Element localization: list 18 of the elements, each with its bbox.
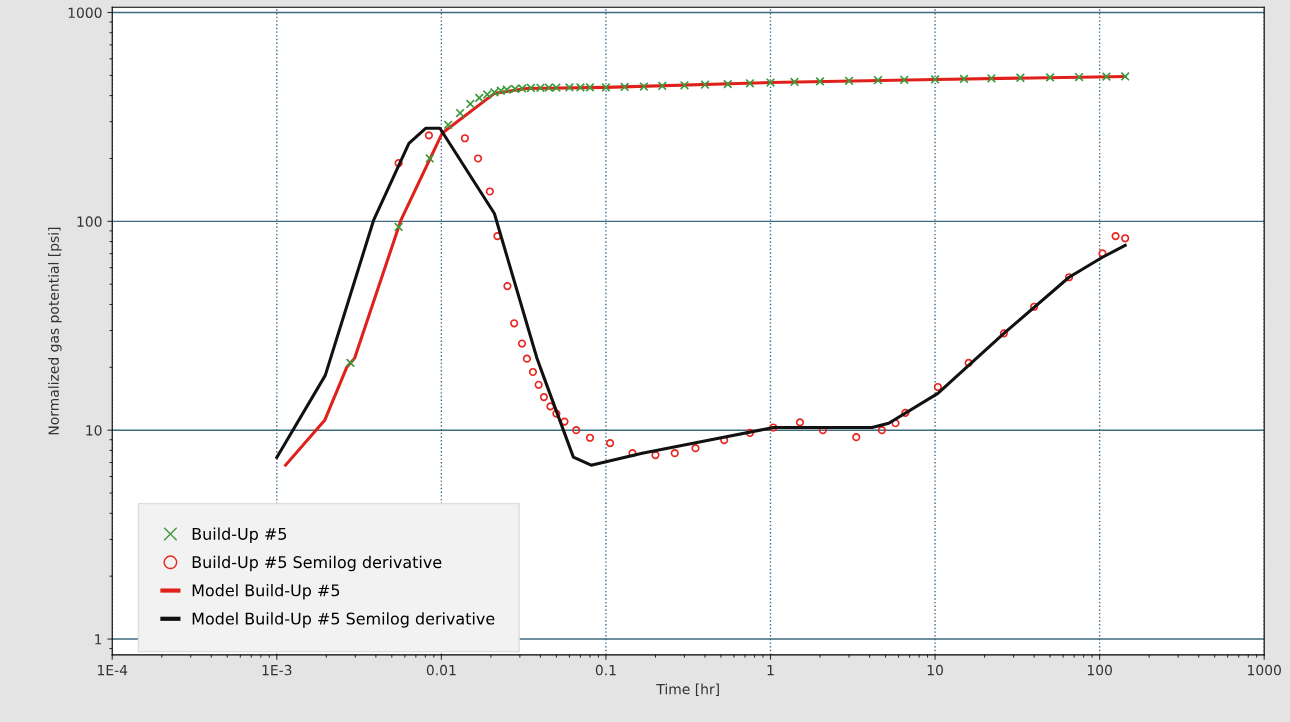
x-tick-label: 100: [1087, 664, 1112, 676]
legend-label: Model Build-Up #5 Semilog derivative: [192, 612, 495, 628]
y-tick-label: 100: [77, 216, 102, 227]
x-tick-label: 1: [767, 665, 774, 676]
x-tick-label: 0.1: [595, 664, 616, 676]
y-tick-label: 10: [86, 425, 102, 436]
y-axis-title: Normalized gas potential [psi]: [48, 227, 62, 435]
y-tick-label: 1: [95, 634, 102, 645]
legend-label: Build-Up #5: [192, 527, 287, 543]
x-tick-label: 1E-3: [262, 664, 292, 676]
legend-label: Build-Up #5 Semilog derivative: [192, 555, 442, 572]
x-tick-label: 1E-4: [98, 665, 128, 676]
x-tick-label: 10: [927, 664, 943, 676]
x-tick-label: 0.01: [426, 664, 456, 676]
x-tick-label: 1000: [1248, 664, 1281, 676]
x-axis-title: Time [hr]: [656, 683, 719, 696]
legend-label: Model Build-Up #5: [192, 584, 340, 600]
y-tick-label: 1000: [68, 7, 102, 18]
